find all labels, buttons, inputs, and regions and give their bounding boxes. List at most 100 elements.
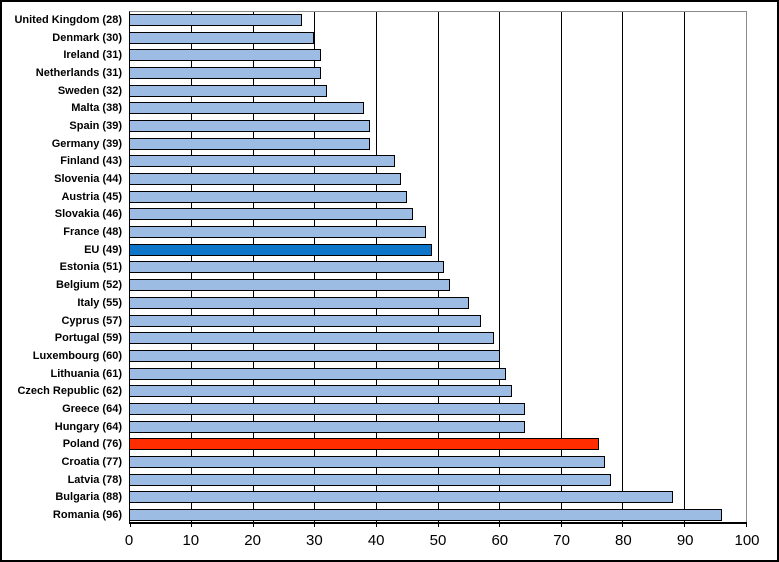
bar-row: Cyprus (57)	[6, 312, 747, 330]
x-axis-tick	[499, 522, 501, 527]
bar-track	[129, 188, 747, 206]
bar-track	[129, 259, 747, 277]
x-axis-tick	[437, 522, 439, 527]
bar-track	[129, 135, 747, 153]
bar	[129, 367, 506, 380]
bar-track	[129, 489, 747, 507]
x-axis-tick-label: 60	[491, 532, 509, 549]
bar-row: Austria (45)	[6, 188, 747, 206]
bar	[129, 402, 525, 415]
bar	[129, 385, 513, 398]
x-axis-tick	[375, 522, 377, 527]
bar	[129, 173, 401, 186]
bar-row: United Kingdom (28)	[6, 11, 747, 29]
x-axis-tick	[683, 522, 685, 527]
category-label: Romania (96)	[52, 509, 122, 522]
bar-row: Italy (55)	[6, 294, 747, 312]
bar-track	[129, 223, 747, 241]
bar-row: Spain (39)	[6, 117, 747, 135]
bar	[129, 279, 451, 292]
category-label: Latvia (78)	[67, 473, 122, 486]
bar-row: Estonia (51)	[6, 259, 747, 277]
bar-row: Czech Republic (62)	[6, 382, 747, 400]
bar	[129, 137, 371, 150]
bar-track	[129, 294, 747, 312]
bar	[129, 509, 723, 522]
bar-row: Germany (39)	[6, 135, 747, 153]
category-label: Spain (39)	[69, 119, 122, 132]
category-label: Italy (55)	[77, 296, 122, 309]
category-label: Hungary (64)	[54, 420, 122, 433]
bar	[129, 438, 599, 451]
bar	[129, 190, 408, 203]
bar-track	[129, 453, 747, 471]
bar	[129, 473, 612, 486]
bar-row: Malta (38)	[6, 99, 747, 117]
bar	[129, 226, 426, 239]
bar-row: Sweden (32)	[6, 82, 747, 100]
bar-track	[129, 153, 747, 171]
bar	[129, 84, 327, 97]
x-axis-tick	[252, 522, 254, 527]
category-label: Belgium (52)	[55, 279, 122, 292]
bar-track	[129, 82, 747, 100]
bar-track	[129, 400, 747, 418]
x-axis-tick	[745, 522, 747, 527]
bar-row: Lithuania (61)	[6, 365, 747, 383]
category-label: Austria (45)	[61, 190, 122, 203]
bar-row: France (48)	[6, 223, 747, 241]
bar-track	[129, 506, 747, 524]
gridline	[683, 12, 685, 522]
bar	[129, 420, 525, 433]
category-label: Croatia (77)	[61, 456, 122, 469]
bar-track	[129, 11, 747, 29]
bar-row: Latvia (78)	[6, 471, 747, 489]
x-axis-tick-label: 30	[306, 532, 323, 549]
bar-track	[129, 347, 747, 365]
gridline	[560, 12, 562, 522]
bar	[129, 102, 364, 115]
x-axis-tick-label: 70	[553, 532, 570, 549]
category-label: Netherlands (31)	[35, 66, 122, 79]
category-label: Luxembourg (60)	[32, 349, 122, 362]
category-label: Denmark (30)	[52, 31, 122, 44]
x-axis-tick-label: 10	[182, 532, 200, 549]
bar	[129, 456, 605, 469]
x-axis-tick-label: 90	[676, 532, 694, 549]
bar-track	[129, 206, 747, 224]
x-axis-tick-label: 50	[429, 532, 447, 549]
bar	[129, 155, 395, 168]
bar	[129, 349, 500, 362]
x-axis-tick	[129, 522, 131, 527]
x-axis-tick	[622, 522, 624, 527]
bar-track	[129, 29, 747, 47]
gridline	[499, 12, 501, 522]
category-label: Malta (38)	[71, 102, 122, 115]
bar-track	[129, 46, 747, 64]
bar	[129, 119, 371, 132]
bar-track	[129, 436, 747, 454]
bar-row: Slovenia (44)	[6, 170, 747, 188]
bar-row: Netherlands (31)	[6, 64, 747, 82]
x-axis-tick-labels: 0 10 20 30 40 50 60 70 80 90 100	[125, 532, 760, 550]
x-axis-tick-label: 20	[244, 532, 261, 549]
x-axis-tick-label: 100	[734, 532, 760, 549]
bar	[129, 49, 321, 62]
x-axis-tick	[191, 522, 193, 527]
bar-row: Portugal (59)	[6, 329, 747, 347]
category-label: France (48)	[63, 226, 122, 239]
x-axis-tick-label: 80	[615, 532, 632, 549]
bar	[129, 13, 303, 26]
bar-track	[129, 64, 747, 82]
category-label: Portugal (59)	[54, 332, 122, 345]
category-label: Bulgaria (88)	[55, 491, 122, 504]
bar-track	[129, 99, 747, 117]
bar-row: Denmark (30)	[6, 29, 747, 47]
bar-row: EU (49)	[6, 241, 747, 259]
category-label: Poland (76)	[62, 438, 122, 451]
bar	[129, 208, 414, 221]
category-label: Finland (43)	[60, 155, 122, 168]
bar-row: Slovakia (46)	[6, 206, 747, 224]
bar	[129, 243, 432, 256]
